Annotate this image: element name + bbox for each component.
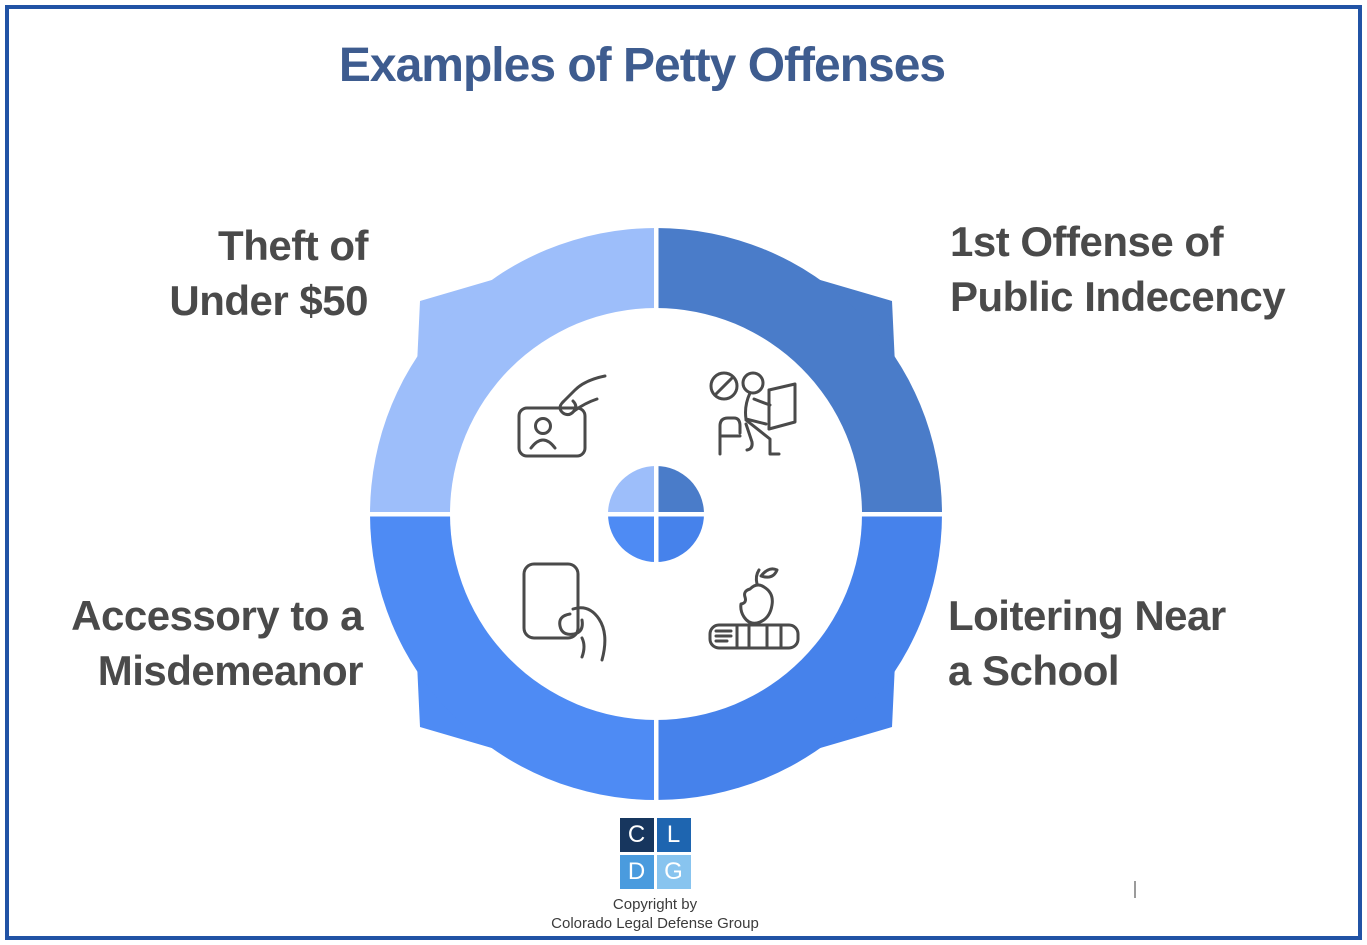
logo-square-c: C xyxy=(619,818,654,852)
label-line: Theft of xyxy=(218,222,368,269)
label-theft-under-50: Theft of Under $50 xyxy=(40,218,368,328)
label-line: Misdemeanor xyxy=(97,647,364,694)
cldg-logo: C L D G xyxy=(619,818,691,889)
label-loitering-school: Loitering Near a School xyxy=(948,588,1288,698)
label-line: Public Indecency xyxy=(950,273,1286,320)
person-reading-with-prohibition-sign-icon xyxy=(709,371,797,456)
logo-square-l: L xyxy=(656,818,691,852)
id-card-grabbed-by-hand-icon xyxy=(517,374,607,458)
copyright-text: Copyright by Colorado Legal Defense Grou… xyxy=(505,895,805,933)
logo-square-g: G xyxy=(656,855,691,889)
label-line: 1st Offense of xyxy=(950,218,1224,265)
label-line: Loitering Near xyxy=(948,592,1226,639)
label-line: Under $50 xyxy=(169,277,368,324)
page-title: Examples of Petty Offenses xyxy=(338,39,946,92)
apple-on-book-icon xyxy=(708,567,800,650)
center-circle-top-right xyxy=(656,466,704,514)
text-cursor-artifact xyxy=(1134,881,1136,898)
copyright-line-1: Copyright by xyxy=(612,896,698,913)
copyright-line-2: Colorado Legal Defense Group xyxy=(551,915,759,932)
center-circle-bottom-right xyxy=(656,514,704,562)
label-line: a School xyxy=(948,647,1120,694)
center-circle-bottom-left xyxy=(608,514,656,562)
label-line: Accessory to a xyxy=(71,592,363,639)
label-public-indecency: 1st Offense of Public Indecency xyxy=(950,214,1350,324)
quadrant-divider-horizontal xyxy=(370,512,942,517)
footer: C L D G Copyright by Colorado Legal Defe… xyxy=(505,818,805,933)
center-circle-top-left xyxy=(608,466,656,514)
logo-square-d: D xyxy=(619,855,654,889)
card-held-in-hand-icon xyxy=(522,562,607,662)
label-accessory-misdemeanor: Accessory to a Misdemeanor xyxy=(20,588,363,698)
